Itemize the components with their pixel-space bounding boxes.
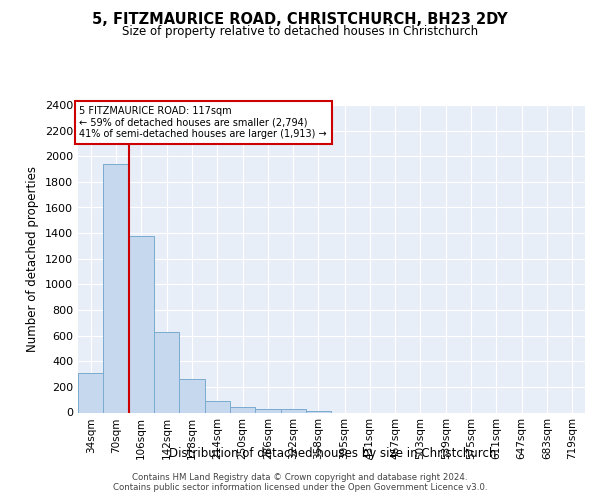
Bar bbox=[179, 378, 205, 412]
Bar bbox=[306, 410, 331, 412]
Text: Size of property relative to detached houses in Christchurch: Size of property relative to detached ho… bbox=[122, 25, 478, 38]
Bar bbox=[78, 373, 103, 412]
Text: 5 FITZMAURICE ROAD: 117sqm
← 59% of detached houses are smaller (2,794)
41% of s: 5 FITZMAURICE ROAD: 117sqm ← 59% of deta… bbox=[79, 106, 327, 139]
Bar bbox=[205, 401, 230, 412]
Bar bbox=[154, 332, 179, 412]
Bar bbox=[281, 410, 306, 412]
Text: 5, FITZMAURICE ROAD, CHRISTCHURCH, BH23 2DY: 5, FITZMAURICE ROAD, CHRISTCHURCH, BH23 … bbox=[92, 12, 508, 28]
Bar bbox=[103, 164, 128, 412]
Y-axis label: Number of detached properties: Number of detached properties bbox=[26, 166, 40, 352]
Bar bbox=[128, 236, 154, 412]
Text: Distribution of detached houses by size in Christchurch: Distribution of detached houses by size … bbox=[169, 448, 497, 460]
Bar bbox=[255, 408, 281, 412]
Text: Contains HM Land Registry data © Crown copyright and database right 2024.
Contai: Contains HM Land Registry data © Crown c… bbox=[113, 472, 487, 492]
Bar bbox=[230, 406, 255, 412]
